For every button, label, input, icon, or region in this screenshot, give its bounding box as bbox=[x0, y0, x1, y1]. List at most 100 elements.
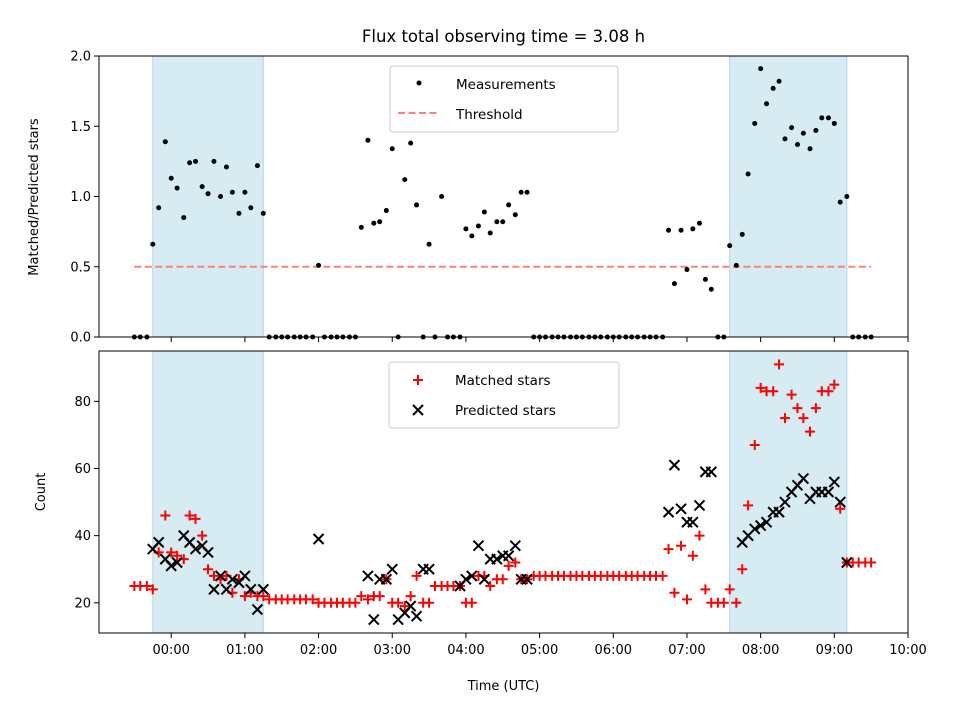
chart-title: Flux total observing time = 3.08 h bbox=[362, 27, 645, 46]
predicted-star-point bbox=[749, 523, 761, 535]
bottom-ytick-label: 20 bbox=[74, 596, 91, 611]
measurement-point bbox=[789, 125, 795, 131]
predicted-star-point bbox=[220, 583, 233, 596]
matched-star-point bbox=[724, 584, 735, 595]
measurement-point bbox=[199, 184, 205, 190]
measurement-point bbox=[426, 241, 432, 247]
matched-star-point bbox=[350, 597, 361, 608]
matched-star-point bbox=[190, 513, 201, 524]
matched-star-point bbox=[497, 574, 508, 585]
measurement-point bbox=[671, 281, 677, 287]
bottom-xtick-label: 08:00 bbox=[742, 643, 779, 658]
measurement-point bbox=[402, 177, 408, 183]
predicted-star-point bbox=[368, 613, 380, 626]
measurement-point bbox=[825, 115, 831, 121]
measurement-point bbox=[365, 137, 371, 143]
measurement-point bbox=[481, 209, 487, 215]
measurement-point bbox=[414, 202, 420, 208]
matched-star-point bbox=[160, 510, 171, 521]
matched-star-point bbox=[424, 597, 435, 608]
measurement-point bbox=[837, 199, 843, 205]
matched-star-point bbox=[466, 597, 477, 608]
matched-star-point bbox=[768, 386, 779, 397]
matched-star-point bbox=[485, 581, 496, 591]
measurement-point bbox=[242, 189, 248, 195]
measurement-point bbox=[500, 219, 506, 225]
matched-star-point bbox=[197, 530, 208, 541]
top-legend-box bbox=[389, 65, 619, 133]
measurement-point bbox=[666, 227, 672, 233]
measurement-point bbox=[684, 267, 690, 273]
predicted-star-point bbox=[466, 570, 478, 582]
matched-star-point bbox=[694, 530, 705, 541]
predicted-star-point bbox=[202, 546, 214, 559]
measurement-point bbox=[150, 241, 156, 247]
predicted-star-point bbox=[509, 540, 521, 552]
measurement-point bbox=[776, 78, 782, 84]
measurement-point bbox=[770, 85, 776, 91]
measurement-point bbox=[702, 276, 708, 282]
legend-measurements-marker bbox=[416, 80, 422, 86]
predicted-star-point bbox=[834, 496, 846, 508]
predicted-star-point bbox=[760, 516, 773, 528]
measurement-point bbox=[463, 226, 469, 232]
predicted-star-point bbox=[675, 503, 687, 515]
predicted-star-point bbox=[822, 486, 835, 498]
bottom-xtick-label: 09:00 bbox=[816, 643, 853, 658]
predicted-star-point bbox=[171, 556, 183, 569]
measurement-point bbox=[764, 101, 770, 107]
matched-star-point bbox=[141, 581, 152, 591]
matched-star-point bbox=[743, 500, 754, 511]
bottom-ylabel: Count bbox=[34, 473, 49, 512]
matched-star-point bbox=[184, 510, 195, 521]
predicted-star-point bbox=[214, 570, 227, 582]
bottom-xtick-label: 00:00 bbox=[152, 643, 189, 658]
measurement-point bbox=[813, 127, 819, 133]
measurement-point bbox=[708, 286, 714, 292]
bottom-plot-frame bbox=[98, 350, 909, 634]
predicted-star-point bbox=[491, 553, 503, 565]
predicted-star-point bbox=[189, 543, 202, 555]
measurement-point bbox=[494, 219, 500, 225]
legend-measurements-label: Measurements bbox=[456, 77, 556, 93]
matched-star-point bbox=[663, 544, 674, 555]
matched-star-point bbox=[718, 597, 729, 608]
measurement-point bbox=[506, 202, 512, 208]
measurement-point bbox=[475, 223, 481, 229]
matched-star-point bbox=[866, 557, 877, 568]
legend-predicted-label: Predicted stars bbox=[455, 403, 556, 419]
measurement-point bbox=[807, 146, 813, 152]
measurement-point bbox=[439, 194, 445, 199]
predicted-star-point bbox=[423, 563, 435, 575]
measurement-point bbox=[518, 189, 524, 195]
measurement-point bbox=[800, 130, 806, 136]
matched-star-point bbox=[239, 591, 250, 602]
top-shade-1 bbox=[729, 55, 848, 338]
predicted-star-point bbox=[502, 550, 515, 562]
measurement-point bbox=[236, 210, 242, 216]
measurement-point bbox=[389, 146, 395, 152]
matched-star-point bbox=[835, 503, 846, 514]
legend-matched-plus bbox=[413, 375, 423, 385]
matched-star-point bbox=[356, 591, 367, 602]
predicted-star-point bbox=[754, 519, 767, 532]
matched-star-point bbox=[405, 591, 416, 602]
measurement-point bbox=[248, 205, 254, 211]
matched-star-point bbox=[411, 570, 422, 581]
predicted-star-point bbox=[460, 573, 472, 585]
matched-star-point bbox=[669, 587, 680, 598]
measurement-point bbox=[844, 194, 850, 199]
predicted-star-point bbox=[521, 573, 533, 585]
measurement-point bbox=[408, 140, 414, 146]
legend-matched-marker bbox=[413, 375, 423, 385]
measurement-point bbox=[487, 230, 493, 236]
measurement-point bbox=[211, 158, 217, 164]
measurement-point bbox=[758, 66, 764, 72]
matched-star-point bbox=[810, 403, 821, 414]
bottom-ytick-label: 40 bbox=[74, 529, 91, 544]
predicted-star-point bbox=[152, 536, 165, 549]
top-shade-0 bbox=[152, 55, 264, 338]
predicted-star-point bbox=[478, 573, 491, 585]
bottom-panel: 20 40 60 80 00:00 01:00 02:00 03:00 04:00 05:00 0… bbox=[34, 350, 927, 694]
top-panel: 0.0 0.5 1.0 1.5 2.0 Flux total observing tim… bbox=[27, 27, 909, 346]
